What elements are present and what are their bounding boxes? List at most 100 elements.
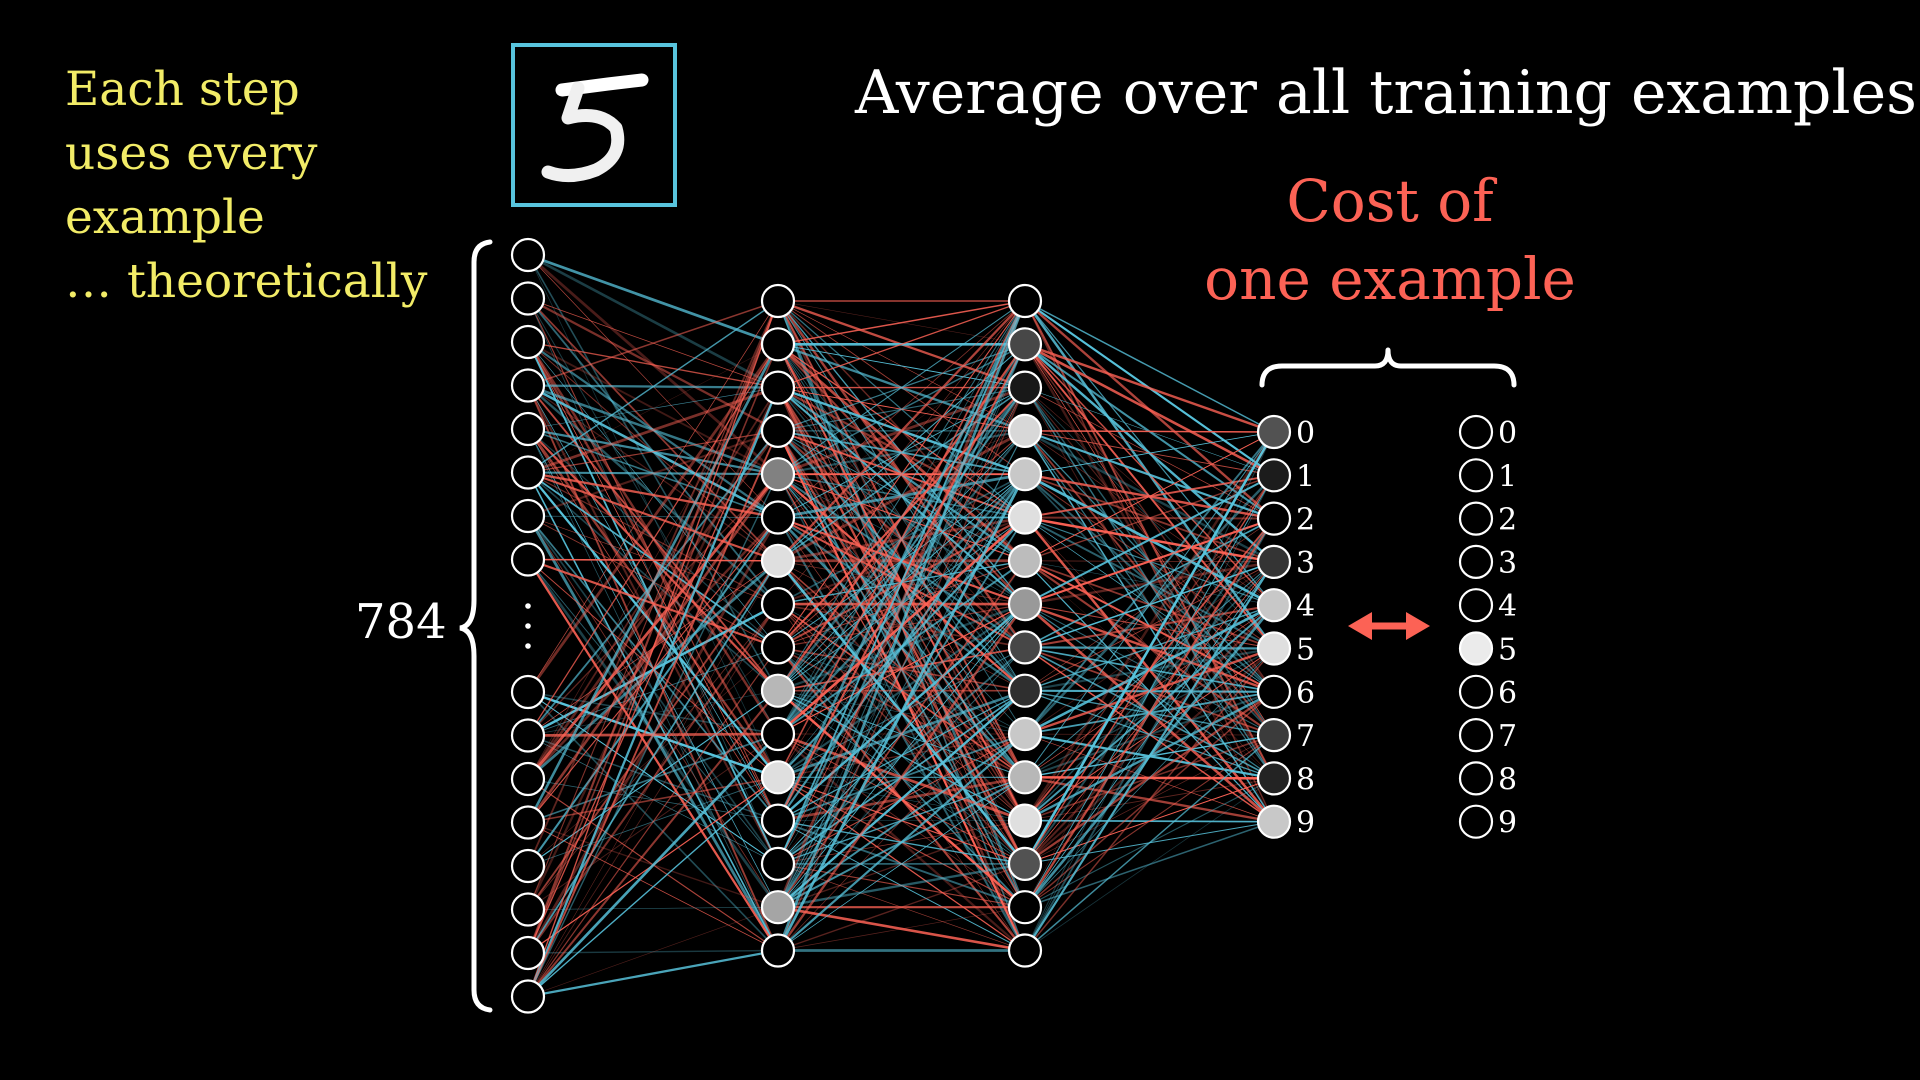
connection-lines [526, 253, 1276, 998]
output-digit-label: 2 [1296, 503, 1315, 538]
connection-line [527, 300, 779, 474]
hidden1-neuron [760, 500, 796, 535]
output-neuron [1256, 501, 1292, 536]
headline: Average over all training examples [855, 58, 1917, 128]
connection-line [777, 473, 1026, 822]
connection-line [1024, 475, 1275, 908]
connection-line [777, 690, 1026, 951]
connection-line [777, 300, 1026, 735]
side-note-line-3: example [65, 190, 265, 245]
connection-line [777, 906, 1026, 951]
output-digit-label: 0 [1296, 416, 1315, 451]
connection-line [777, 474, 1026, 908]
connection-line [527, 558, 779, 649]
connection-line [777, 560, 1026, 951]
output-digit-label: 1 [1296, 459, 1315, 494]
input-neuron [510, 498, 546, 534]
target-neuron [1458, 588, 1494, 623]
thumbnail-frame [511, 43, 677, 207]
connection-line [527, 387, 779, 954]
hidden2-neuron [1007, 327, 1043, 362]
output-neuron [1256, 631, 1292, 666]
connection-line [1024, 648, 1275, 951]
arrow-head-left [1348, 612, 1372, 640]
input-neuron [510, 411, 546, 447]
output-digit-label: 7 [1296, 719, 1315, 754]
connection-line [777, 862, 1026, 909]
cost-label-line-2: one example [1204, 245, 1576, 313]
hidden1-neuron [760, 716, 796, 752]
connection-line [1024, 561, 1275, 908]
connection-line [1024, 820, 1275, 908]
connection-line [527, 560, 779, 911]
hidden2-neuron [1007, 760, 1043, 795]
connection-line [777, 300, 1026, 518]
connection-line [527, 300, 779, 387]
hidden2-neuron [1007, 500, 1043, 535]
hidden2-neuron [1007, 933, 1043, 968]
hidden2-neuron [1007, 673, 1043, 708]
connection-line [777, 343, 1026, 865]
hidden1-neuron [760, 890, 796, 925]
connection-line [777, 300, 1026, 389]
connection-line [776, 300, 1027, 908]
side-note-line-2: uses every [65, 126, 318, 181]
connection-line [1024, 561, 1275, 952]
connection-line [527, 949, 779, 998]
side-note: Each step uses every example … theoretic… [65, 58, 427, 314]
input-digit-thumbnail [511, 43, 677, 207]
connection-line [1024, 648, 1275, 908]
connection-line [1024, 691, 1275, 908]
connection-line [1024, 778, 1275, 951]
hidden1-neuron [760, 630, 796, 665]
connection-line [527, 300, 779, 693]
input-neuron [510, 455, 546, 490]
hidden2-neuron [1007, 716, 1043, 752]
input-neuron [510, 674, 546, 710]
hidden2-neuron [1007, 846, 1043, 882]
input-ellipsis-dot [525, 623, 531, 629]
connection-line [777, 300, 1026, 778]
connection-line [776, 300, 1027, 951]
connection-line [526, 387, 780, 997]
cost-brace [1259, 347, 1517, 388]
hidden2-neuron [1007, 283, 1043, 319]
digit-stroke-body [541, 81, 625, 182]
target-neuron [1458, 501, 1494, 536]
input-layer-brace [459, 239, 493, 1013]
target-digit-label: 7 [1498, 719, 1517, 754]
target-neuron [1458, 717, 1494, 753]
connection-line [1023, 431, 1276, 865]
hidden2-neuron [1007, 457, 1043, 492]
connection-line [1024, 734, 1275, 952]
connection-line [527, 560, 779, 997]
connection-line [527, 253, 779, 346]
connection-line [1024, 431, 1275, 562]
output-digit-label: 6 [1296, 676, 1315, 711]
connection-line [527, 341, 779, 389]
connection-line [1024, 518, 1275, 951]
hidden2-neuron [1007, 543, 1043, 578]
output-digit-label: 3 [1296, 546, 1315, 581]
connection-line [527, 387, 779, 430]
output-neuron [1256, 544, 1292, 580]
input-neuron [510, 761, 546, 797]
connection-line [1024, 734, 1275, 908]
hidden2-neuron [1007, 370, 1043, 405]
target-neuron [1458, 804, 1494, 839]
connection-line [1024, 475, 1275, 951]
compare-arrow-icon [1348, 612, 1430, 640]
target-neuron [1458, 631, 1494, 666]
connection-line [527, 690, 779, 998]
connection-line [527, 558, 779, 952]
target-digit-label: 2 [1498, 503, 1517, 538]
output-digit-label: 4 [1296, 589, 1315, 624]
connection-line [1024, 431, 1275, 908]
connection-line [1024, 431, 1275, 475]
cost-label-line-1: Cost of [1286, 167, 1494, 235]
connection-line [777, 343, 1026, 692]
connection-line [777, 300, 1026, 865]
hidden1-neuron [760, 283, 796, 319]
connection-line [527, 906, 779, 997]
